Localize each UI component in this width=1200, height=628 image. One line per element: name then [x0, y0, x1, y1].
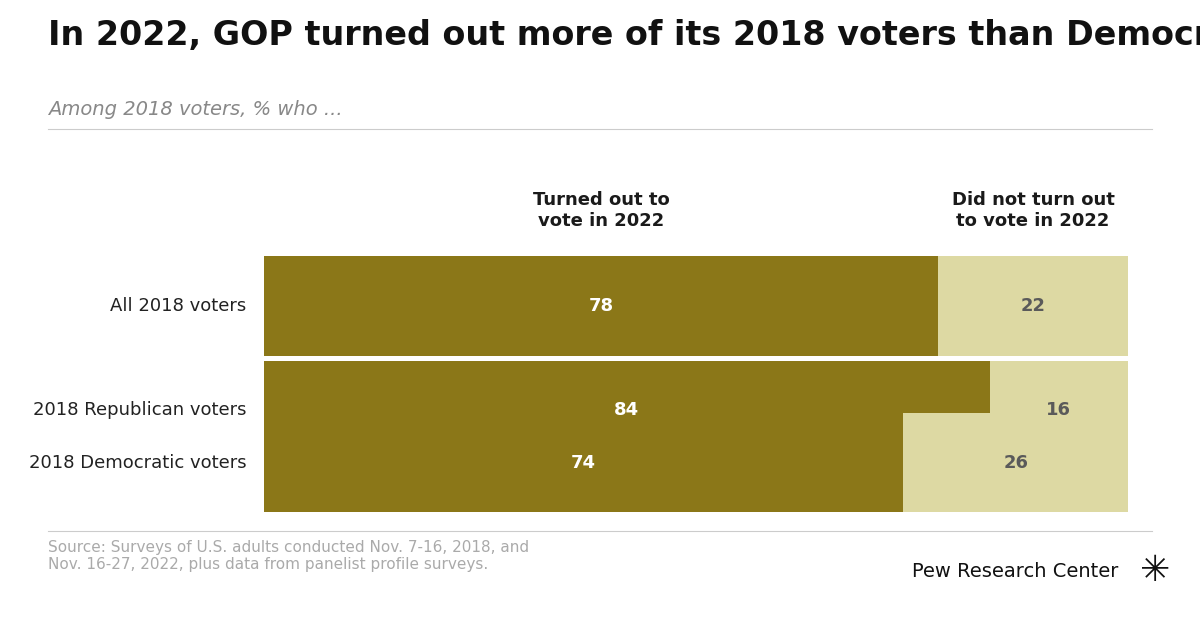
Bar: [990, 361, 1128, 460]
Bar: [938, 256, 1128, 355]
Text: In 2022, GOP turned out more of its 2018 voters than Democrats did: In 2022, GOP turned out more of its 2018…: [48, 19, 1200, 52]
Text: 2018 Democratic voters: 2018 Democratic voters: [29, 453, 247, 472]
Text: Among 2018 voters, % who ...: Among 2018 voters, % who ...: [48, 100, 343, 119]
Text: 16: 16: [1046, 401, 1072, 420]
Bar: [264, 256, 938, 355]
Text: 22: 22: [1020, 297, 1045, 315]
Text: ✳: ✳: [1140, 555, 1171, 588]
Bar: [264, 361, 990, 460]
Text: Did not turn out
to vote in 2022: Did not turn out to vote in 2022: [952, 192, 1115, 230]
Text: 26: 26: [1003, 453, 1028, 472]
Bar: [904, 413, 1128, 512]
Text: Turned out to
vote in 2022: Turned out to vote in 2022: [533, 192, 670, 230]
Text: Source: Surveys of U.S. adults conducted Nov. 7-16, 2018, and
Nov. 16-27, 2022, : Source: Surveys of U.S. adults conducted…: [48, 540, 529, 573]
Text: 78: 78: [588, 297, 613, 315]
Bar: [264, 413, 904, 512]
Text: All 2018 voters: All 2018 voters: [110, 297, 247, 315]
Text: Pew Research Center: Pew Research Center: [912, 562, 1118, 581]
Text: 2018 Republican voters: 2018 Republican voters: [34, 401, 247, 420]
Text: 74: 74: [571, 453, 596, 472]
Text: 84: 84: [614, 401, 640, 420]
